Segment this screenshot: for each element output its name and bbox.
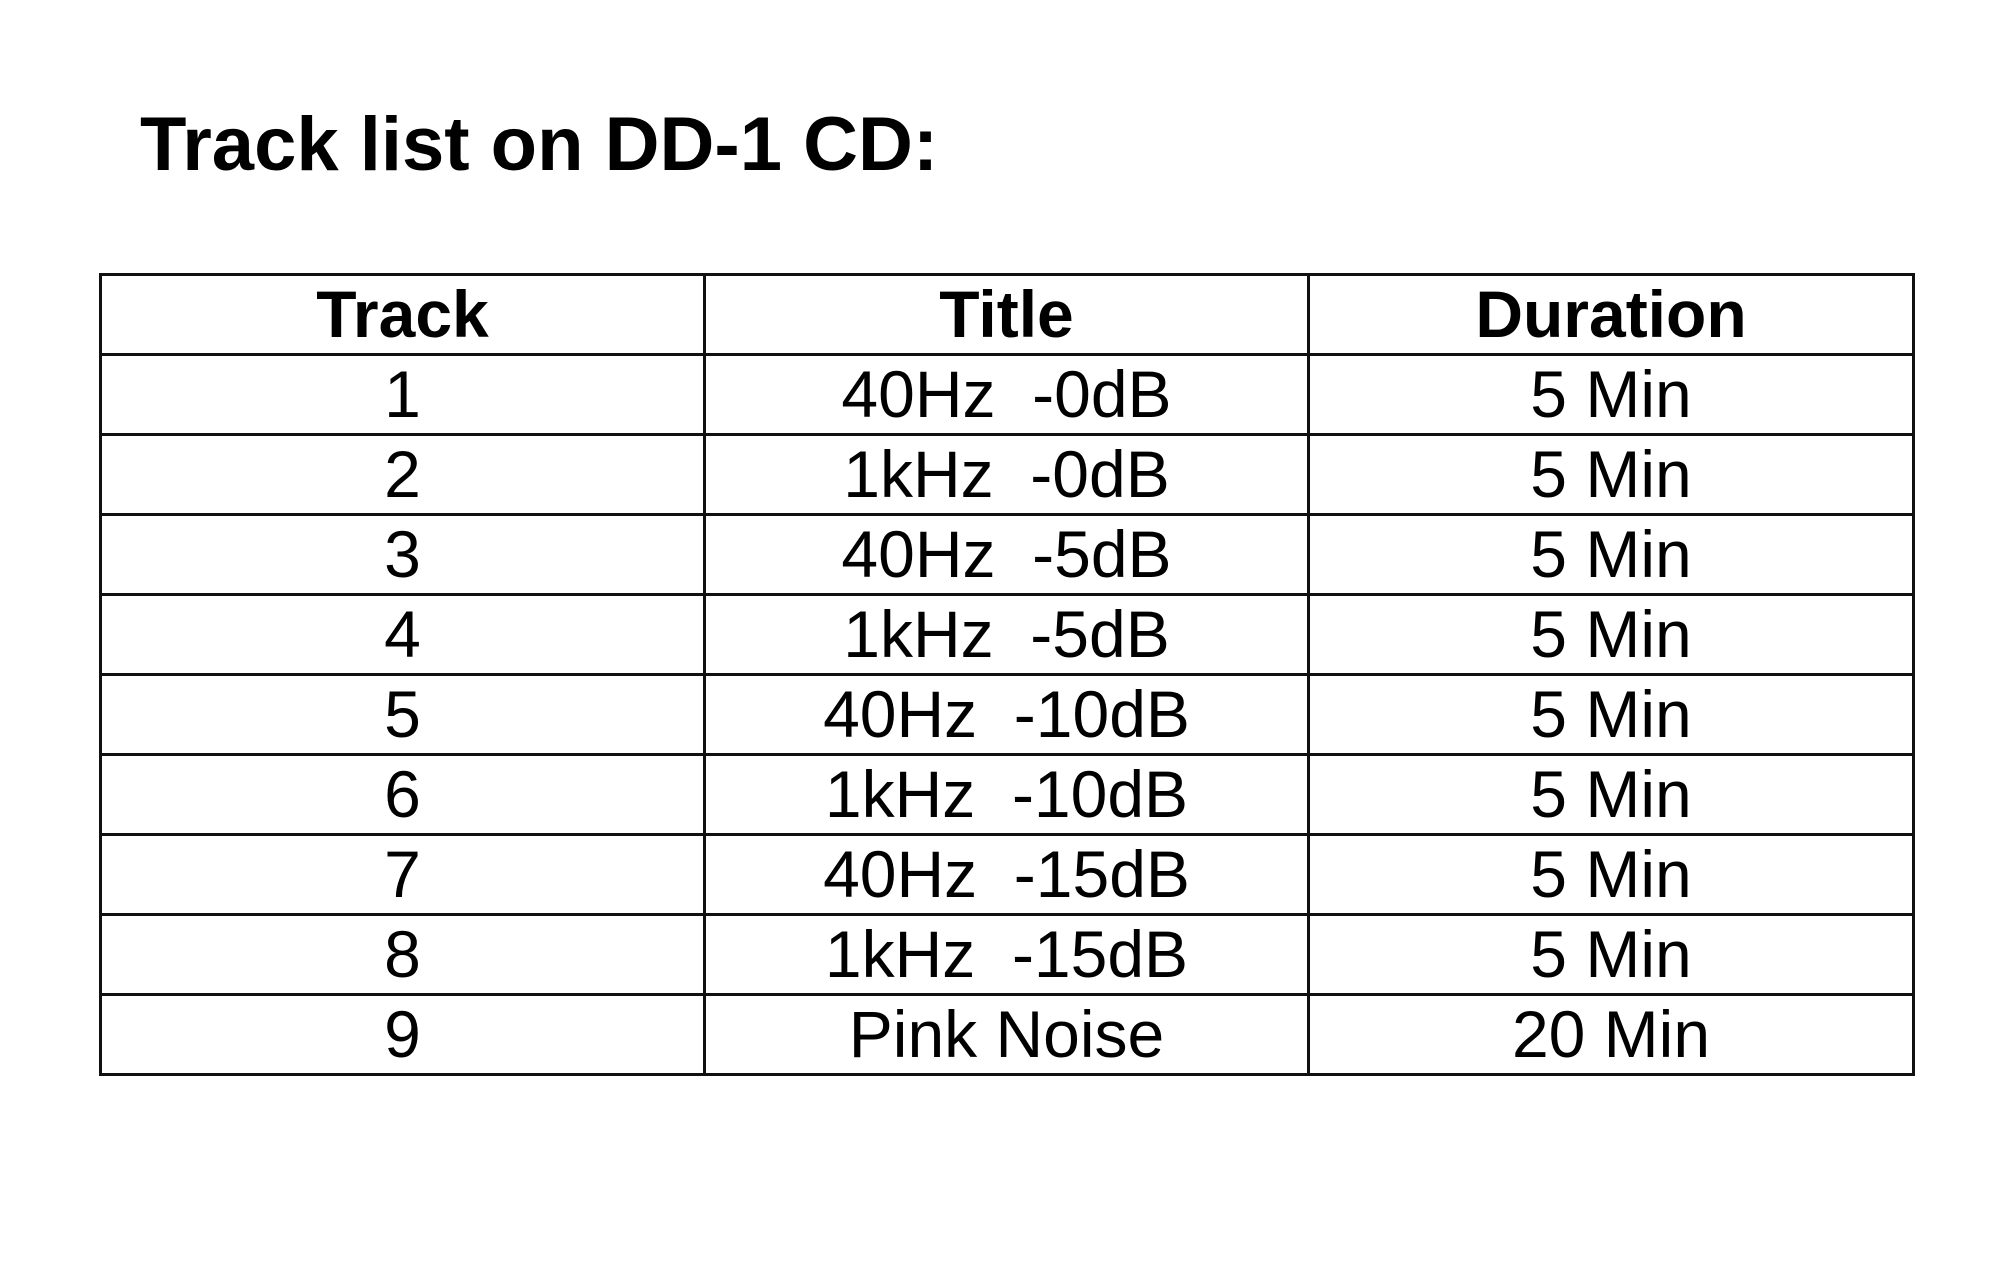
cell-duration: 5 Min: [1307, 673, 1915, 756]
table-row: 1 40Hz -0dB 5 Min: [99, 353, 1915, 436]
table-row: 5 40Hz -10dB 5 Min: [99, 673, 1915, 756]
cell-duration: 5 Min: [1307, 593, 1915, 676]
table-row: 8 1kHz -15dB 5 Min: [99, 913, 1915, 996]
cell-duration: 5 Min: [1307, 353, 1915, 436]
cell-title: 1kHz -0dB: [703, 433, 1310, 516]
cell-track: 9: [99, 993, 706, 1076]
cell-track: 4: [99, 593, 706, 676]
cell-track: 7: [99, 833, 706, 916]
table-row: 6 1kHz -10dB 5 Min: [99, 753, 1915, 836]
cell-track: 8: [99, 913, 706, 996]
cell-title: 40Hz -5dB: [703, 513, 1310, 596]
cell-title: 40Hz -15dB: [703, 833, 1310, 916]
header-title: Title: [703, 273, 1310, 356]
header-duration: Duration: [1307, 273, 1915, 356]
cell-duration: 5 Min: [1307, 833, 1915, 916]
cell-title: Pink Noise: [703, 993, 1310, 1076]
cell-duration: 5 Min: [1307, 433, 1915, 516]
cell-title: 1kHz -10dB: [703, 753, 1310, 836]
cell-track: 2: [99, 433, 706, 516]
cell-track: 5: [99, 673, 706, 756]
table-row: 7 40Hz -15dB 5 Min: [99, 833, 1915, 916]
cell-duration: 5 Min: [1307, 913, 1915, 996]
header-track: Track: [99, 273, 706, 356]
cell-title: 40Hz -10dB: [703, 673, 1310, 756]
table-row: 4 1kHz -5dB 5 Min: [99, 593, 1915, 676]
cell-track: 3: [99, 513, 706, 596]
cell-duration: 5 Min: [1307, 753, 1915, 836]
cell-track: 6: [99, 753, 706, 836]
table-row: 2 1kHz -0dB 5 Min: [99, 433, 1915, 516]
cell-title: 1kHz -5dB: [703, 593, 1310, 676]
page-title: Track list on DD-1 CD:: [140, 102, 939, 187]
cell-title: 1kHz -15dB: [703, 913, 1310, 996]
cell-track: 1: [99, 353, 706, 436]
cell-title: 40Hz -0dB: [703, 353, 1310, 436]
cell-duration: 20 Min: [1307, 993, 1915, 1076]
track-list-table: Track Title Duration 1 40Hz -0dB 5 Min 2 1kH…: [99, 273, 1915, 1076]
table-header-row: Track Title Duration: [99, 273, 1915, 356]
table-row: 9 Pink Noise 20 Min: [99, 993, 1915, 1076]
table-row: 3 40Hz -5dB 5 Min: [99, 513, 1915, 596]
cell-duration: 5 Min: [1307, 513, 1915, 596]
